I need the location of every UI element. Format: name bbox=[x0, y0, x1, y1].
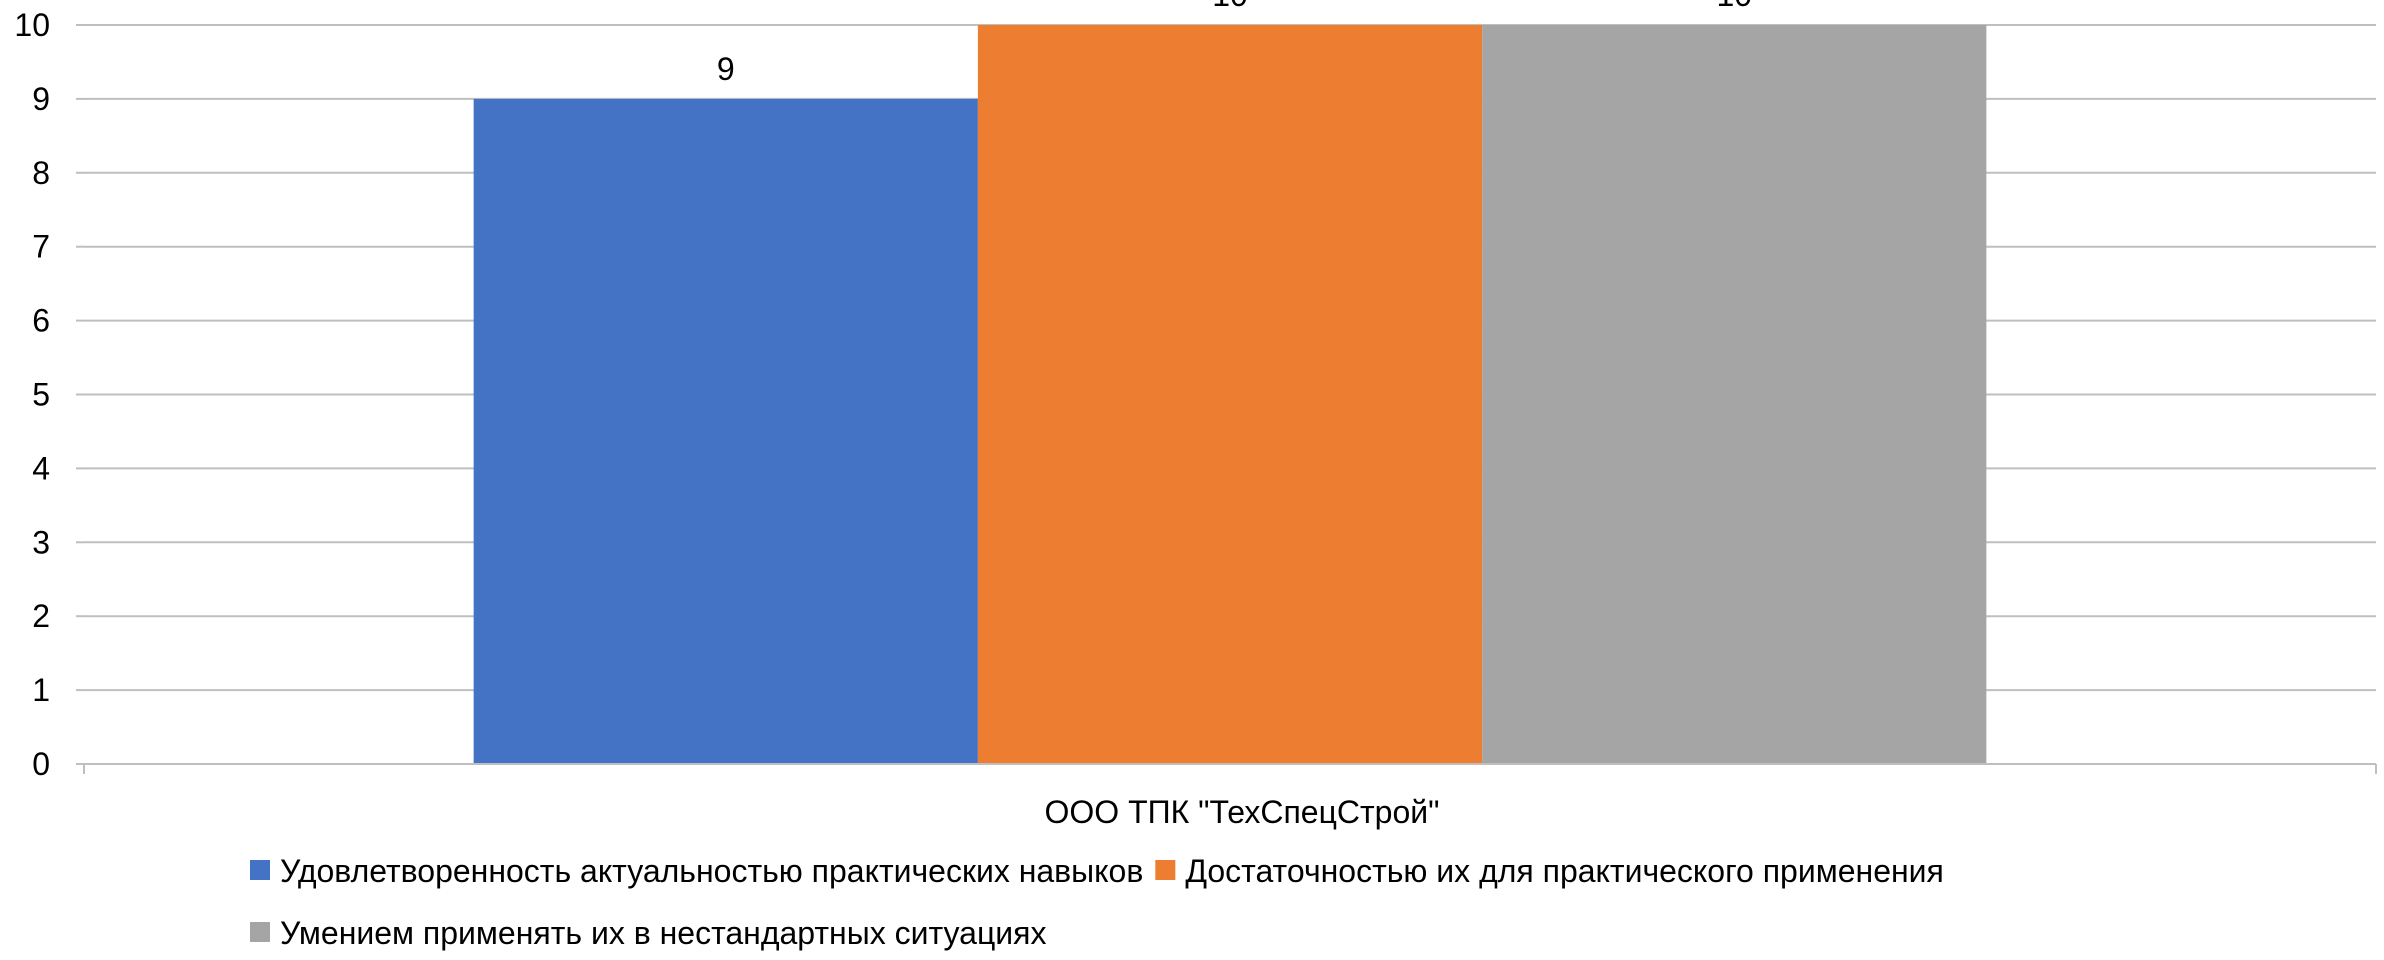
legend-swatch bbox=[250, 860, 270, 880]
y-tick-label: 7 bbox=[32, 229, 50, 265]
y-axis: 0 1 2 3 4 5 6 7 8 9 10 bbox=[14, 7, 84, 782]
x-axis: ООО ТПК "ТехСпецСтрой" bbox=[83, 763, 2377, 830]
legend-label: Достаточностью их для практического прим… bbox=[1185, 853, 1944, 889]
data-label: 9 bbox=[717, 51, 735, 87]
y-tick-label: 10 bbox=[14, 7, 50, 43]
legend-swatch bbox=[1155, 860, 1176, 880]
y-tick-label: 6 bbox=[32, 303, 50, 339]
bar bbox=[977, 25, 1483, 764]
legend-label: Удовлетворенность актуальностью практиче… bbox=[280, 853, 1143, 889]
data-labels: 9 10 10 bbox=[717, 0, 1752, 87]
y-tick-label: 9 bbox=[32, 81, 50, 117]
bars bbox=[473, 25, 1987, 764]
data-label: 10 bbox=[1716, 0, 1752, 13]
y-tick-label: 0 bbox=[32, 746, 50, 782]
data-label: 10 bbox=[1212, 0, 1248, 13]
legend: Удовлетворенность актуальностью практиче… bbox=[250, 853, 1944, 951]
y-tick-label: 4 bbox=[32, 450, 50, 486]
legend-swatch bbox=[250, 922, 270, 942]
y-tick-label: 1 bbox=[32, 672, 50, 708]
bar bbox=[1482, 25, 1987, 764]
y-tick-label: 2 bbox=[32, 598, 50, 634]
y-tick-label: 5 bbox=[32, 377, 50, 413]
y-tick-label: 8 bbox=[32, 155, 50, 191]
x-category-label: ООО ТПК "ТехСпецСтрой" bbox=[1045, 794, 1440, 830]
y-tick-label: 3 bbox=[32, 524, 50, 560]
legend-label: Умением применять их в нестандартных сит… bbox=[280, 915, 1046, 951]
bar bbox=[473, 98, 978, 764]
